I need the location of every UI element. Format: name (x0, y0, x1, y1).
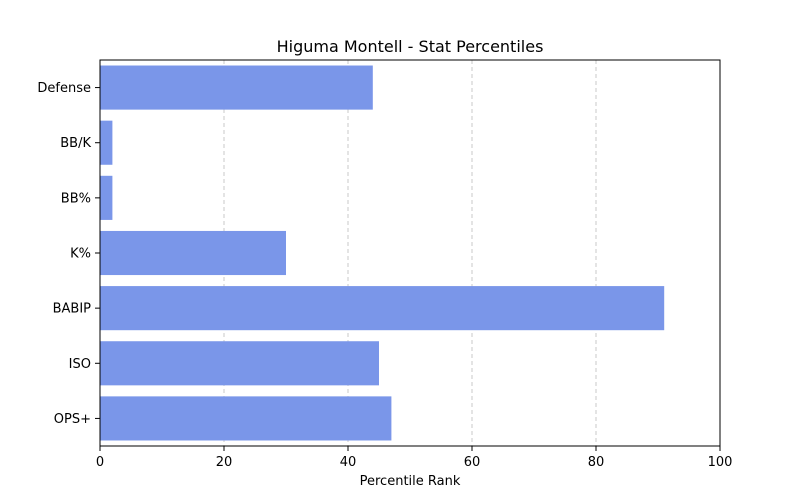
y-tick-label: BB% (61, 191, 91, 206)
bar-bb- (100, 175, 113, 220)
bar-bb-k (100, 120, 113, 165)
y-axis: Defense BB/K BB% K% BABIP ISO OPS+ (37, 81, 100, 427)
x-axis: 0 20 40 60 80 100 (96, 446, 733, 470)
y-tick-label: BB/K (60, 136, 91, 151)
y-tick-label: K% (70, 247, 91, 262)
bar-k- (100, 230, 286, 276)
x-tick-label: 40 (340, 455, 357, 470)
x-axis-label: Percentile Rank (360, 474, 461, 489)
y-tick-label: ISO (69, 357, 91, 372)
bar-babip (100, 286, 665, 331)
x-tick-label: 0 (96, 455, 104, 470)
y-tick-label: BABIP (53, 302, 92, 317)
bar-defense (100, 65, 373, 110)
chart-title: Higuma Montell - Stat Percentiles (277, 37, 544, 56)
x-tick-label: 80 (588, 455, 605, 470)
x-tick-label: 20 (216, 455, 233, 470)
bar-iso (100, 341, 379, 386)
bars (100, 65, 665, 441)
y-tick-label: Defense (37, 81, 91, 96)
x-tick-label: 100 (708, 455, 733, 470)
x-tick-label: 60 (464, 455, 481, 470)
y-tick-label: OPS+ (54, 412, 91, 427)
bar-ops- (100, 396, 392, 441)
